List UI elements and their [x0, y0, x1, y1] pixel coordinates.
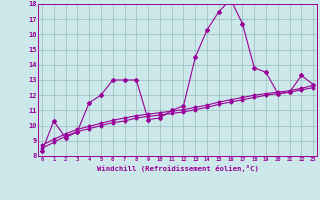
X-axis label: Windchill (Refroidissement éolien,°C): Windchill (Refroidissement éolien,°C): [97, 165, 259, 172]
